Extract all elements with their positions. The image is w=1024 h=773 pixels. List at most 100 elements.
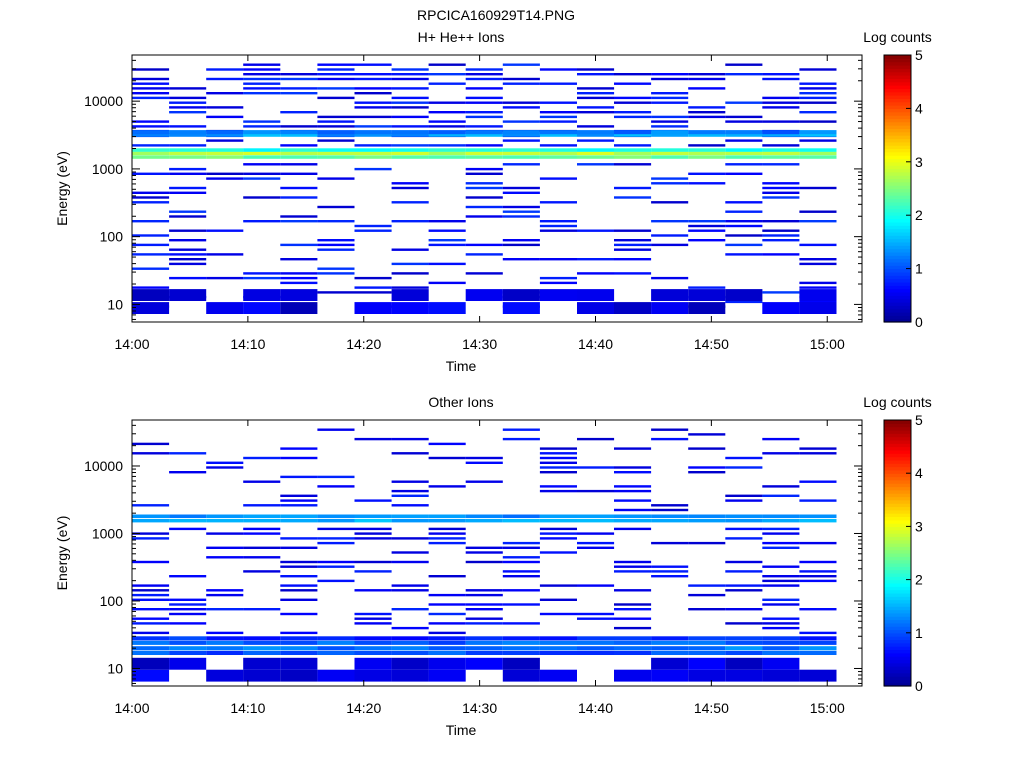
heatmap-cell: [614, 243, 652, 247]
heatmap-cell: [725, 243, 763, 247]
heatmap-cell: [502, 139, 540, 142]
colorbar-step: [884, 138, 911, 143]
heatmap-cell: [539, 669, 577, 682]
heatmap-cell: [428, 229, 466, 232]
colorbar-step: [884, 231, 911, 236]
heatmap-cell: [502, 428, 540, 431]
heatmap-cell: [280, 111, 318, 114]
heatmap-cell: [651, 504, 689, 507]
colorbar-step: [884, 141, 911, 146]
heatmap-cell: [280, 456, 318, 460]
heatmap-cell: [280, 172, 318, 175]
heatmap-cell: [280, 565, 318, 568]
heatmap-cell: [465, 640, 503, 645]
heatmap-cell: [243, 546, 281, 549]
colorbar-step: [884, 301, 911, 306]
colorbar-step: [884, 308, 911, 313]
heatmap-cell: [614, 518, 652, 523]
heatmap-cell: [762, 598, 800, 601]
colorbar-step: [884, 549, 911, 554]
heatmap-cell: [428, 101, 466, 104]
heatmap-cell: [132, 289, 170, 301]
plot-frame: [131, 54, 863, 323]
y-axis-label: Energy (eV): [54, 151, 70, 226]
heatmap-cell: [391, 537, 429, 540]
heatmap-cell: [132, 504, 170, 507]
heatmap-cell: [577, 125, 615, 128]
colorbar: 0 1 2 3 4 5 Log counts: [863, 394, 932, 694]
colorbar-step: [884, 248, 911, 253]
heatmap-cell: [206, 518, 244, 523]
heatmap-cell: [206, 532, 244, 535]
heatmap-cell: [651, 565, 689, 568]
heatmap-cell: [688, 608, 726, 611]
heatmap-cell: [614, 73, 652, 76]
heatmap-cell: [799, 452, 837, 455]
colorbar-step: [884, 539, 911, 544]
heatmap-cell: [169, 258, 207, 261]
heatmap-cell: [799, 262, 837, 266]
heatmap-cell: [762, 73, 800, 76]
heatmap-cell: [539, 646, 577, 651]
heatmap-cell: [243, 514, 281, 518]
heatmap-cell: [317, 248, 355, 251]
heatmap-cell: [169, 167, 207, 171]
heatmap-cell: [169, 608, 207, 611]
colorbar-step: [884, 666, 911, 670]
heatmap-cell: [206, 177, 244, 180]
colorbar: 0 1 2 3 4 5 Log counts: [863, 29, 932, 330]
heatmap-cell: [169, 518, 207, 523]
colorbar-step: [884, 65, 911, 69]
heatmap-cell: [651, 541, 689, 545]
heatmap-cell: [169, 262, 207, 266]
heatmap-cell: [539, 584, 577, 587]
heatmap-cell: [614, 229, 652, 232]
heatmap-cell: [539, 68, 577, 71]
heatmap-cell: [502, 560, 540, 564]
heatmap-cell: [502, 120, 540, 123]
heatmap-cell: [428, 669, 466, 682]
heatmap-cell: [391, 155, 429, 159]
heatmap-cell: [206, 302, 244, 314]
heatmap-cell: [725, 640, 763, 645]
y-tick-label: 1000: [92, 525, 123, 541]
colorbar-step: [884, 171, 911, 176]
heatmap-cell: [799, 281, 837, 285]
heatmap-cell: [614, 101, 652, 104]
colorbar-label: Log counts: [863, 29, 932, 45]
heatmap-cell: [539, 532, 577, 535]
heatmap-cell: [539, 636, 577, 641]
heatmap-cell: [280, 151, 318, 156]
x-tick-label: 14:30: [462, 700, 497, 716]
heatmap-cell: [539, 489, 577, 493]
panel-other-ions: Other Ions 14:00 14:10 14:20 14:30 14:40 14:50…: [54, 394, 932, 738]
heatmap-cell: [614, 603, 652, 606]
heatmap-cell: [502, 575, 540, 578]
heatmap-cell: [465, 115, 503, 119]
heatmap-cell: [354, 92, 392, 95]
heatmap-cell: [465, 125, 503, 128]
heatmap-cell: [614, 560, 652, 564]
heatmap-cell: [688, 636, 726, 641]
heatmap-cell: [725, 589, 763, 592]
heatmap-cell: [725, 148, 763, 152]
heatmap-cell: [169, 622, 207, 625]
colorbar-step: [884, 215, 911, 220]
heatmap-cell: [539, 537, 577, 540]
heatmap-cell: [354, 155, 392, 159]
heatmap-cells: [132, 428, 837, 682]
heatmap-cell: [762, 646, 800, 651]
heatmap-cell: [465, 636, 503, 641]
heatmap-cell: [502, 186, 540, 190]
heatmap-cell: [169, 650, 207, 655]
heatmap-cell: [354, 125, 392, 128]
heatmap-cell: [391, 272, 429, 275]
colorbar-step: [884, 659, 911, 664]
heatmap-cell: [725, 650, 763, 655]
heatmap-cell: [577, 229, 615, 232]
heatmap-cell: [688, 130, 726, 135]
heatmap-cell: [354, 167, 392, 171]
heatmap-cell: [762, 575, 800, 578]
colorbar-step: [884, 111, 911, 116]
heatmap-cell: [539, 82, 577, 85]
